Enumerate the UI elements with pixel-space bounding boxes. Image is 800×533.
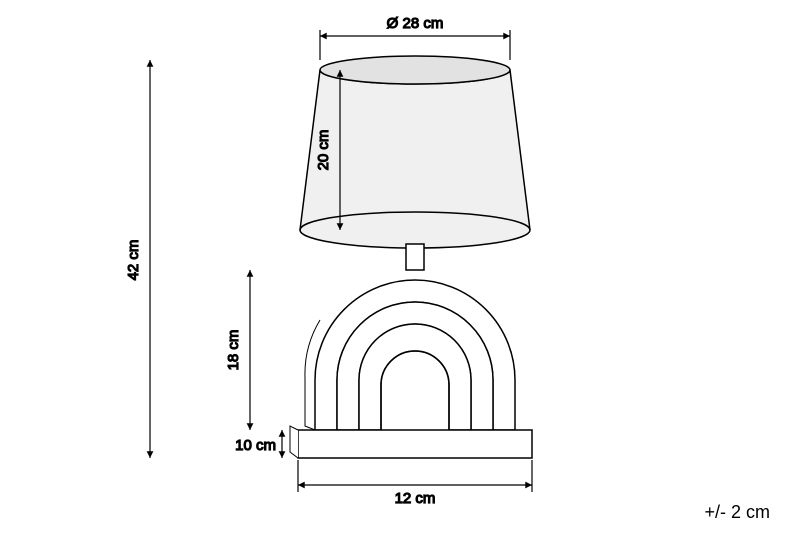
label-shade-diameter: Ø 28 cm <box>387 15 444 32</box>
dim-shade-diameter: Ø 28 cm <box>320 15 510 60</box>
dim-plinth-height: 10 cm <box>235 430 282 458</box>
label-total-height: 42 cm <box>125 240 142 281</box>
label-plinth-width: 12 cm <box>395 490 436 507</box>
lamp-stem <box>406 244 424 270</box>
dim-total-height: 42 cm <box>125 60 300 458</box>
label-plinth-height: 10 cm <box>235 437 276 454</box>
label-arch-height: 18 cm <box>225 330 242 371</box>
lamp-shade <box>300 56 530 248</box>
lamp-drawing <box>290 56 532 458</box>
lamp-arch-base <box>305 280 515 430</box>
dim-plinth-width: 12 cm <box>298 460 532 507</box>
lamp-diagram-svg: Ø 28 cm 20 cm 42 cm 18 cm 10 cm <box>0 0 800 533</box>
lamp-plinth <box>290 426 532 458</box>
tolerance-label: +/- 2 cm <box>704 502 770 523</box>
diagram-stage: Ø 28 cm 20 cm 42 cm 18 cm 10 cm <box>0 0 800 533</box>
label-shade-height: 20 cm <box>315 130 332 171</box>
